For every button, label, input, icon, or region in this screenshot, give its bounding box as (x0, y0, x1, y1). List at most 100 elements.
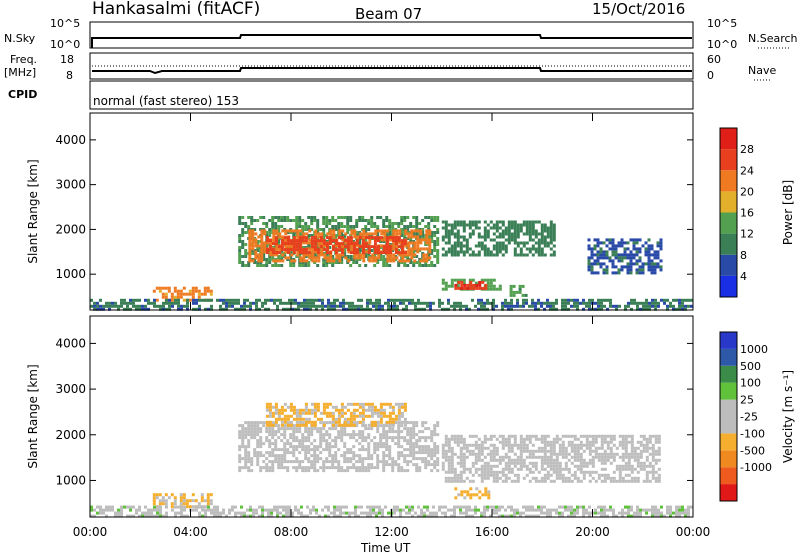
power-cell (305, 241, 309, 245)
power-cell (120, 298, 123, 302)
velocity-cell (364, 457, 368, 461)
power-cell (367, 236, 371, 240)
power-cell (596, 271, 600, 275)
power-cell (465, 307, 468, 311)
power-cell (278, 247, 282, 251)
power-cell (528, 220, 532, 224)
power-cell (379, 255, 383, 258)
velocity-cell (376, 457, 380, 461)
velocity-cell (316, 460, 320, 464)
power-cell (477, 235, 481, 239)
power-cell (540, 247, 544, 251)
velocity-cell (477, 455, 481, 459)
velocity-cell (636, 479, 640, 483)
power-cell (599, 265, 603, 269)
velocity-cell (627, 452, 631, 456)
velocity-cell (209, 493, 213, 497)
power-cell (325, 222, 329, 225)
power-cell (280, 255, 284, 258)
velocity-cell (462, 467, 466, 471)
velocity-cell (594, 449, 598, 453)
velocity-cell (450, 452, 454, 456)
velocity-cell (588, 446, 592, 450)
power-cell (436, 258, 440, 261)
velocity-cell (262, 421, 266, 425)
velocity-cell (376, 448, 380, 452)
power-cell (478, 286, 482, 290)
power-cell (165, 298, 168, 302)
power-cell (624, 304, 627, 308)
power-cell (453, 250, 457, 254)
power-cell (416, 247, 420, 251)
velocity-cell (591, 440, 595, 444)
power-cell (335, 256, 339, 260)
power-cell (265, 261, 269, 264)
velocity-cell (627, 511, 630, 515)
power-cell (599, 247, 603, 251)
power-cell (400, 251, 404, 255)
power-cell (365, 250, 369, 254)
velocity-cell (573, 514, 576, 518)
velocity-cell (313, 466, 317, 470)
velocity-colorbar-tick: -25 (740, 411, 758, 424)
power-cell (456, 244, 460, 248)
velocity-cell (228, 508, 231, 512)
power-cell (459, 220, 463, 224)
power-cell (430, 231, 434, 234)
velocity-cell (525, 446, 529, 450)
velocity-cell (615, 467, 619, 471)
velocity-cell (349, 457, 353, 461)
power-cell (336, 298, 339, 302)
velocity-cell (498, 461, 502, 465)
power-cell (260, 259, 264, 263)
velocity-cell (349, 423, 353, 427)
power-cell (489, 287, 493, 291)
velocity-cell (241, 427, 245, 431)
velocity-cell (567, 479, 571, 483)
power-cell (415, 231, 419, 234)
velocity-cell (522, 461, 526, 465)
power-cell (489, 278, 493, 282)
power-cell (179, 295, 183, 299)
velocity-cell (253, 451, 257, 455)
power-cell (492, 307, 495, 311)
velocity-cell (304, 448, 308, 452)
power-cell (513, 247, 517, 251)
velocity-cell (327, 505, 330, 509)
power-cell (310, 219, 314, 222)
velocity-cell (361, 439, 365, 443)
power-colorbar-segment (720, 128, 737, 150)
power-cell (326, 232, 330, 236)
velocity-cell (549, 443, 553, 447)
velocity-cell (639, 434, 643, 438)
power-cell (305, 253, 309, 257)
velocity-cell (417, 505, 420, 509)
velocity-cell (194, 499, 198, 503)
velocity-cell (271, 405, 275, 409)
power-cell (366, 298, 369, 302)
velocity-cell (450, 446, 454, 450)
power-cell (456, 241, 460, 245)
power-cell (525, 229, 529, 233)
velocity-cell (564, 464, 568, 468)
velocity-cell (280, 460, 284, 464)
power-cell (534, 241, 538, 245)
power-cell (605, 256, 609, 260)
power-cell (509, 287, 513, 291)
velocity-cell (660, 514, 663, 518)
velocity-cell (456, 473, 460, 477)
velocity-cell (358, 414, 362, 418)
velocity-cell (301, 460, 305, 464)
velocity-cell (469, 496, 473, 500)
velocity-cell (408, 511, 411, 515)
velocity-cell (364, 427, 368, 431)
power-cell (340, 231, 344, 234)
velocity-cell (268, 408, 272, 412)
velocity-cell (352, 430, 356, 434)
power-cell (293, 229, 297, 233)
power-cell (373, 251, 377, 255)
power-cell (522, 253, 526, 257)
velocity-cell (540, 479, 544, 483)
power-cell (262, 255, 266, 258)
power-cell (590, 253, 594, 257)
